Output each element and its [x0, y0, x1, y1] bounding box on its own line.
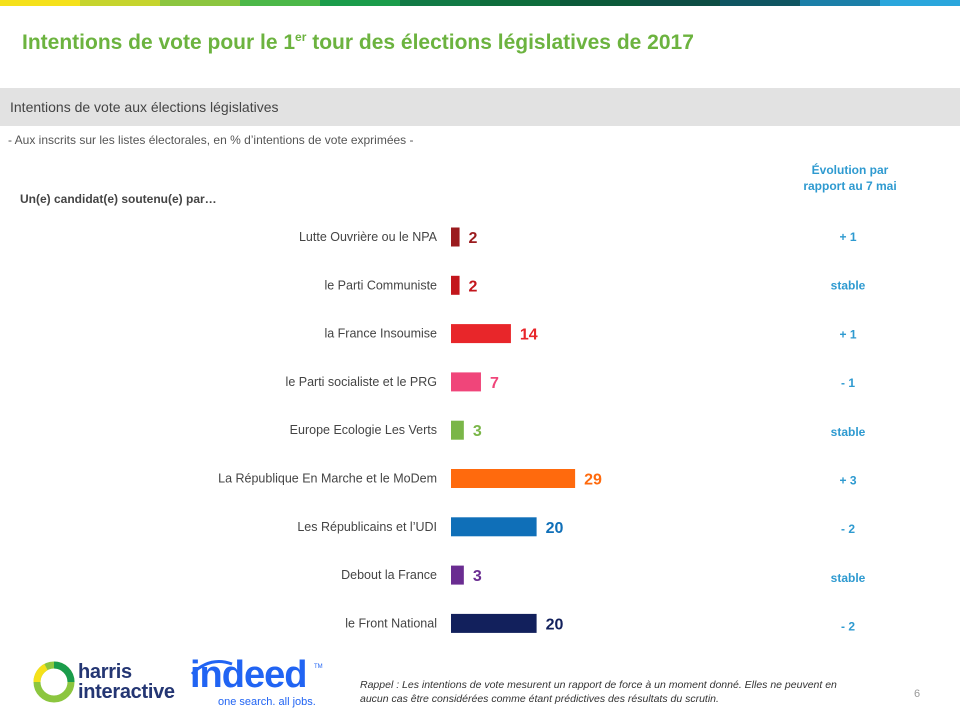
category-label: le Front National: [345, 616, 437, 630]
harris-wordmark-line-1: harris: [78, 661, 132, 683]
bar-chart: Lutte Ouvrière ou le NPA 2 + 1 le Parti Com…: [218, 227, 866, 634]
bar: [451, 517, 537, 537]
category-label: le Parti socialiste et le PRG: [286, 375, 437, 389]
evolution-label: - 2: [841, 522, 855, 536]
category-label: Europe Ecologie Les Verts: [290, 423, 437, 437]
stripe-segment: [240, 0, 320, 6]
data-label: 3: [473, 423, 482, 440]
indeed-logo: indeed TM one search. all jobs.: [188, 654, 328, 712]
category-label: la France Insoumise: [324, 327, 437, 341]
data-label: 3: [473, 568, 482, 585]
data-label: 14: [520, 327, 538, 344]
indeed-wordmark: indeed: [190, 654, 307, 696]
stripe-segment: [720, 0, 800, 6]
stripe-segment: [640, 0, 720, 6]
bar: [451, 324, 511, 344]
stripe-segment: [560, 0, 640, 6]
stripe-segment: [880, 0, 960, 6]
data-label: 29: [584, 472, 602, 489]
bar: [451, 420, 464, 440]
stripe-segment: [480, 0, 560, 6]
evolution-label: stable: [831, 425, 866, 439]
category-label: Debout la France: [341, 568, 437, 582]
evolution-label: + 3: [839, 474, 856, 488]
indeed-tagline: one search. all jobs.: [218, 696, 316, 708]
bar: [451, 227, 460, 247]
bar: [451, 275, 460, 295]
indeed-trademark: TM: [314, 664, 323, 670]
bar: [451, 613, 537, 633]
harris-ring-icon: [33, 661, 75, 703]
group-label: Un(e) candidat(e) soutenu(e) par…: [20, 192, 217, 206]
stripe-segment: [320, 0, 400, 6]
data-label: 20: [546, 520, 564, 537]
top-color-stripe: [0, 0, 960, 6]
category-label: Les Républicains et l’UDI: [297, 520, 437, 534]
bar: [451, 372, 481, 392]
data-label: 7: [490, 375, 499, 392]
page-title: Intentions de vote pour le 1er tour des …: [22, 30, 694, 54]
section-header-label: Intentions de vote aux élections législa…: [10, 99, 279, 115]
evolution-header-line-2: rapport au 7 mai: [803, 179, 897, 193]
stripe-segment: [800, 0, 880, 6]
footnote: Rappel : Les intentions de vote mesurent…: [360, 679, 837, 705]
bar: [451, 469, 576, 488]
page-number: 6: [914, 688, 921, 700]
indeed-arc-icon: [190, 660, 233, 676]
harris-wordmark-line-2: interactive: [78, 681, 175, 703]
evolution-header-line-1: Évolution par: [811, 163, 889, 177]
stripe-segment: [160, 0, 240, 6]
evolution-label: stable: [831, 279, 866, 293]
bar: [451, 565, 464, 585]
data-label: 2: [469, 230, 478, 247]
evolution-label: + 1: [839, 230, 856, 244]
stripe-segment: [80, 0, 160, 6]
evolution-column-header: Évolution par rapport au 7 mai: [780, 162, 920, 194]
stripe-segment: [0, 0, 80, 6]
harris-wordmark: harris interactive: [78, 662, 175, 702]
category-label: La République En Marche et le MoDem: [218, 472, 437, 486]
evolution-label: + 1: [839, 327, 856, 341]
category-label: Lutte Ouvrière ou le NPA: [299, 230, 438, 244]
category-label: le Parti Communiste: [324, 278, 437, 292]
chart-subtitle: - Aux inscrits sur les listes électorale…: [8, 133, 414, 147]
data-label: 2: [469, 278, 478, 295]
harris-interactive-logo: harris interactive: [32, 660, 192, 708]
data-label: 20: [546, 616, 564, 633]
evolution-label: - 2: [841, 620, 855, 634]
stripe-segment: [400, 0, 480, 6]
section-header-bar: Intentions de vote aux élections législa…: [0, 88, 960, 126]
evolution-label: - 1: [841, 376, 855, 390]
evolution-label: stable: [831, 571, 866, 585]
